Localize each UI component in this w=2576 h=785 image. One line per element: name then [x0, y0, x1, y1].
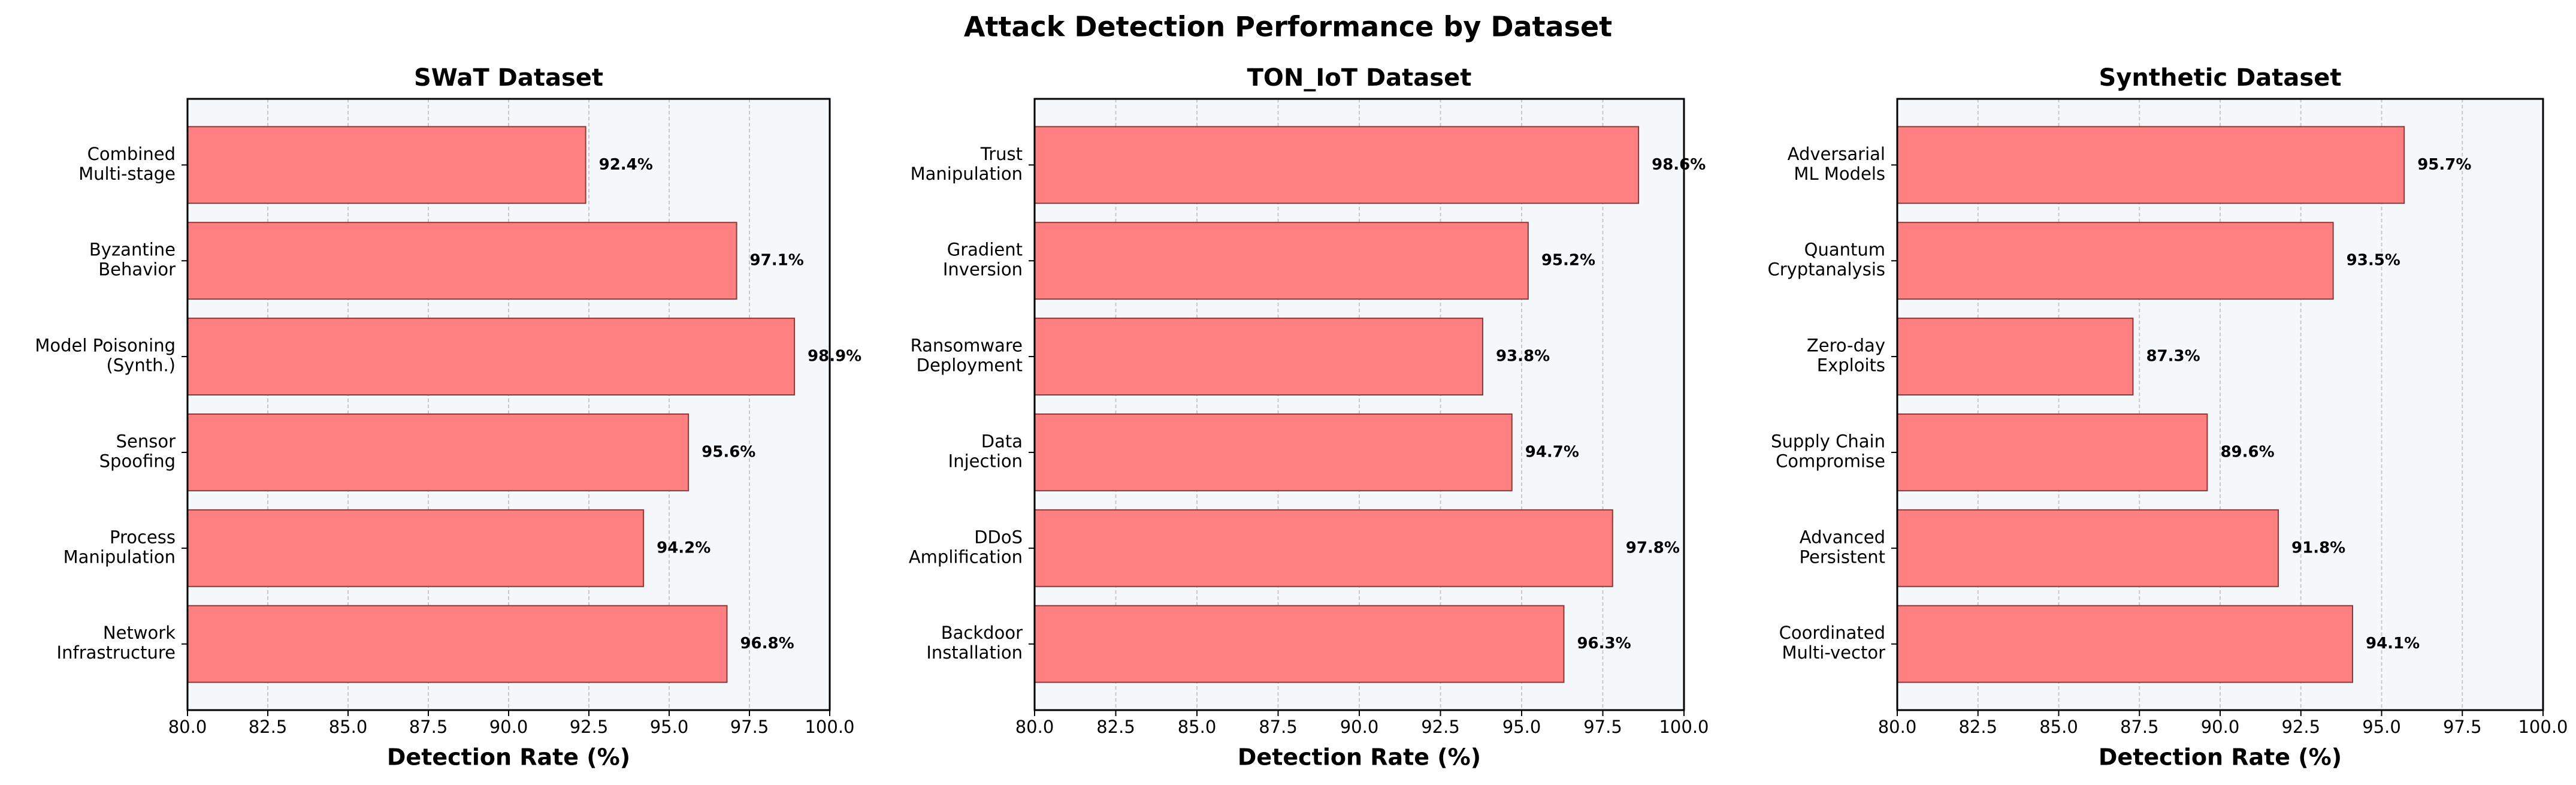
y-tick-label: DDoS Amplification [909, 527, 1023, 567]
x-tick-label: 95.0 [650, 717, 689, 737]
y-tick-label: Advanced Persistent [1800, 527, 1885, 567]
value-label: 93.5% [2347, 252, 2400, 270]
x-tick-label: 80.0 [168, 717, 207, 737]
bar [1897, 509, 2279, 587]
x-tick-label: 100.0 [805, 717, 854, 737]
value-label: 95.6% [702, 443, 755, 461]
bar [187, 318, 796, 396]
x-tick-label: 85.0 [329, 717, 368, 737]
x-axis-label: Detection Rate (%) [1238, 744, 1481, 771]
bar [1034, 605, 1565, 683]
x-tick-label: 80.0 [1878, 717, 1917, 737]
bar [1897, 318, 2134, 396]
x-tick-label: 100.0 [2518, 717, 2568, 737]
value-label: 96.3% [1577, 635, 1631, 653]
x-tick-label: 92.5 [570, 717, 609, 737]
panel-title: Synthetic Dataset [2099, 64, 2342, 92]
bar [1034, 126, 1640, 204]
x-tick-label: 80.0 [1015, 717, 1054, 737]
value-label: 94.7% [1525, 443, 1579, 461]
y-tick-label: Network Infrastructure [57, 623, 176, 663]
bar [1897, 413, 2208, 491]
y-tick-label: Supply Chain Compromise [1771, 431, 1885, 471]
x-tick-label: 82.5 [1096, 717, 1135, 737]
y-tick-label: Adversarial ML Models [1788, 144, 1885, 184]
bar [1897, 605, 2353, 683]
bar [187, 605, 728, 683]
x-tick-label: 100.0 [1659, 717, 1709, 737]
y-tick-label: Ransomware Deployment [911, 336, 1023, 376]
value-label: 97.1% [750, 252, 804, 270]
x-tick-label: 87.5 [409, 717, 448, 737]
bar [1897, 222, 2334, 300]
y-tick-label: Coordinated Multi-vector [1779, 623, 1885, 663]
x-tick-label: 87.5 [2120, 717, 2159, 737]
figure-title: Attack Detection Performance by Dataset [964, 11, 1612, 43]
axes-frame [186, 98, 831, 711]
bar [1897, 126, 2405, 204]
value-label: 98.6% [1652, 156, 1706, 174]
bar [187, 222, 737, 300]
panel-title: TON_IoT Dataset [1247, 64, 1472, 92]
x-tick-label: 92.5 [2281, 717, 2320, 737]
x-tick-label: 97.5 [1583, 717, 1622, 737]
axes-frame [1896, 98, 2544, 711]
bar [1034, 413, 1513, 491]
bar [187, 126, 586, 204]
y-tick-label: Gradient Inversion [943, 240, 1023, 280]
value-label: 93.8% [1496, 348, 1550, 366]
bar [1034, 318, 1483, 396]
bar [1034, 222, 1529, 300]
x-tick-label: 97.5 [2443, 717, 2482, 737]
x-tick-label: 85.0 [2039, 717, 2078, 737]
x-tick-label: 85.0 [1178, 717, 1217, 737]
value-label: 94.1% [2366, 635, 2420, 653]
value-label: 96.8% [740, 635, 794, 653]
panel-title: SWaT Dataset [414, 64, 603, 92]
x-tick-label: 82.5 [249, 717, 288, 737]
x-tick-label: 82.5 [1958, 717, 1997, 737]
y-tick-label: Byzantine Behavior [89, 240, 176, 280]
value-label: 98.9% [808, 348, 861, 366]
bar [187, 509, 645, 587]
x-tick-label: 92.5 [1421, 717, 1460, 737]
y-tick-label: Combined Multi-stage [78, 144, 176, 184]
value-label: 87.3% [2146, 348, 2200, 366]
value-label: 97.8% [1626, 539, 1680, 557]
x-tick-label: 87.5 [1259, 717, 1298, 737]
y-tick-label: Process Manipulation [64, 527, 176, 567]
x-tick-label: 90.0 [2201, 717, 2240, 737]
y-tick-label: Backdoor Installation [926, 623, 1023, 663]
value-label: 95.2% [1541, 252, 1595, 270]
y-tick-label: Quantum Cryptanalysis [1767, 240, 1885, 280]
bar [187, 413, 690, 491]
y-tick-label: Sensor Spoofing [99, 431, 176, 471]
value-label: 91.8% [2291, 539, 2345, 557]
y-tick-label: Zero-day Exploits [1807, 336, 1885, 376]
y-tick-label: Model Poisoning (Synth.) [35, 336, 176, 376]
bar [1034, 509, 1613, 587]
value-label: 94.2% [657, 539, 710, 557]
x-tick-label: 97.5 [730, 717, 769, 737]
x-tick-label: 95.0 [1502, 717, 1541, 737]
x-axis-label: Detection Rate (%) [2099, 744, 2342, 771]
value-label: 89.6% [2220, 443, 2274, 461]
x-axis-label: Detection Rate (%) [387, 744, 630, 771]
axes-frame [1033, 98, 1685, 711]
y-tick-label: Trust Manipulation [911, 144, 1023, 184]
x-tick-label: 90.0 [489, 717, 528, 737]
x-tick-label: 95.0 [2362, 717, 2401, 737]
value-label: 95.7% [2417, 156, 2471, 174]
x-tick-label: 90.0 [1340, 717, 1379, 737]
y-tick-label: Data Injection [948, 431, 1023, 471]
value-label: 92.4% [599, 156, 653, 174]
